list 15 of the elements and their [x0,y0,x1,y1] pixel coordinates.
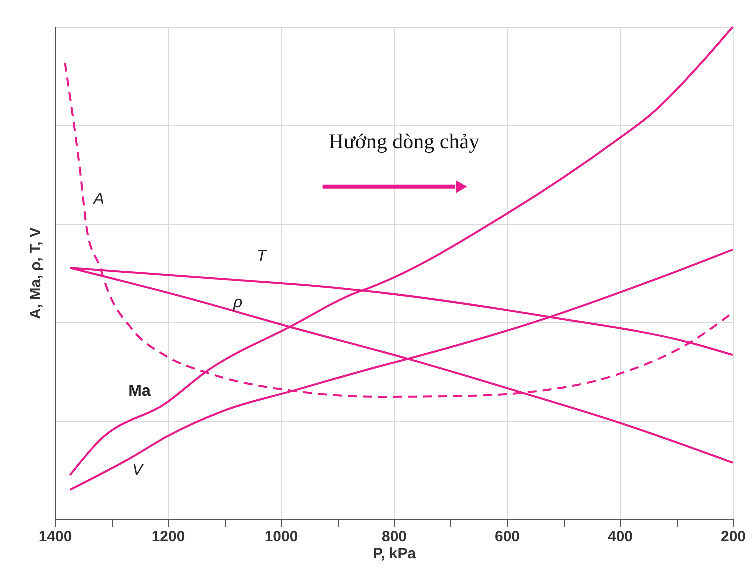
series-label: ρ [232,294,243,312]
series-label: V [132,462,144,479]
x-tick-label: 1400 [38,528,72,546]
annotation: Hướng dòng chảy [328,130,480,154]
x-tick-label: 200 [720,528,746,546]
x-axis-title: P, kPa [372,546,417,562]
series-label: A [92,191,104,208]
x-tick-label: 1000 [264,528,298,546]
series-label: T [256,248,268,265]
x-tick-label: 800 [382,528,408,546]
x-tick-label: 600 [494,528,520,546]
x-tick-label: 400 [608,528,634,546]
x-tick-label: 1200 [152,528,186,546]
y-axis-title: A, Ma, ρ, T, V [28,228,44,320]
series-label: Ma [128,383,151,400]
